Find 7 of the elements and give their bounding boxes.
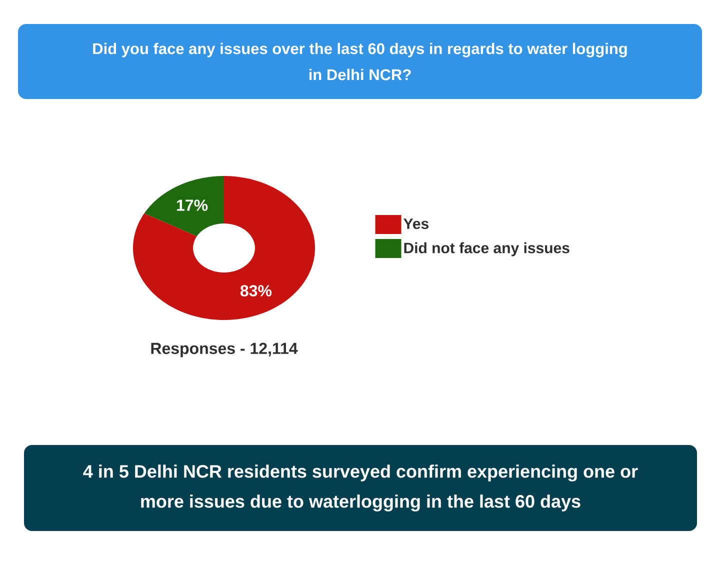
- data-label: 83%: [240, 285, 272, 296]
- legend-label: Did not face any issues: [404, 242, 570, 256]
- text: 4 in 5 Delhi NCR residents surveyed confirm experiencing one or more issues due to waterlogging in the last 60 days: [83, 464, 638, 512]
- data-label: 17%: [177, 200, 208, 211]
- chart-title: Did you face any issues over the last 60 days in regards to water logging in Delhi NCR?: [93, 42, 627, 80]
- text: Responses - 12,114: [151, 342, 298, 358]
- legend-label: Yes: [404, 218, 428, 230]
